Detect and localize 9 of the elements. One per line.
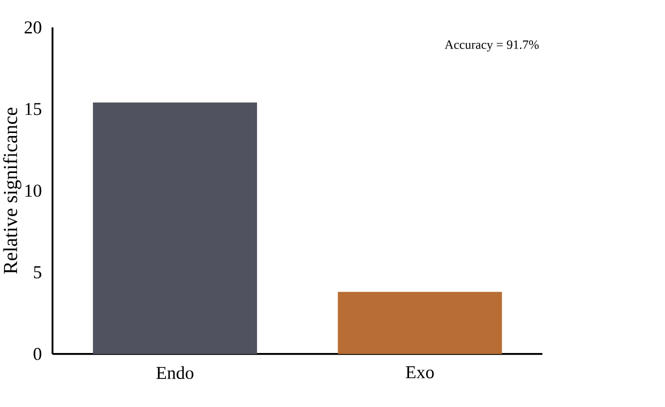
y-tick-label: 5 (34, 266, 42, 278)
x-tick-label: Exo (406, 366, 434, 378)
y-axis-title: Relative significance (3, 108, 22, 274)
y-tick-label: 15 (25, 103, 42, 116)
y-tick-label: 10 (25, 184, 42, 197)
y-tick-label: 0 (34, 348, 42, 360)
x-tick-label: Endo (156, 366, 194, 380)
annotation: Accuracy = 91.7% (444, 40, 539, 52)
y-tick-label: 20 (24, 21, 42, 34)
